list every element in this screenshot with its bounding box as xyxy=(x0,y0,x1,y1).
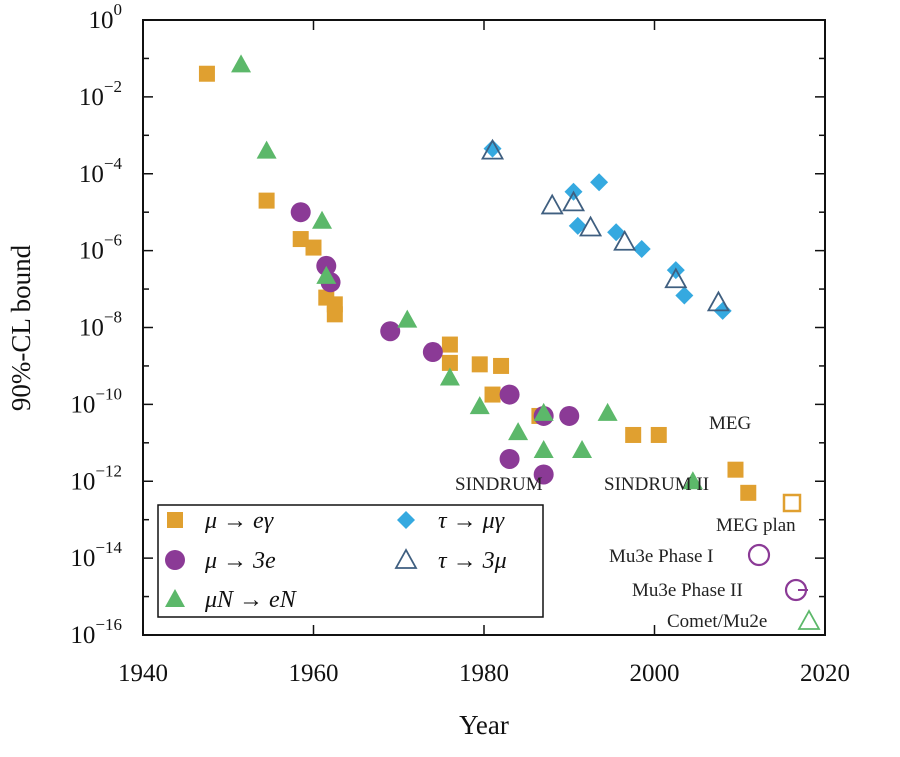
legend-label: τ → μγ xyxy=(438,508,505,534)
axis-ticks xyxy=(142,19,826,636)
data-point xyxy=(533,464,554,485)
y-axis-title: 90%-CL bound xyxy=(6,244,36,411)
x-tick-labels: 1940 1960 1980 2000 2020 xyxy=(118,660,850,687)
data-point xyxy=(305,239,322,256)
data-markers xyxy=(198,54,821,630)
data-point xyxy=(292,231,309,248)
legend: μ → eγ μ → 3e μN → eN τ → μγ τ → 3μ xyxy=(157,504,544,618)
legend-marker xyxy=(167,512,183,528)
legend-label: μN → eN xyxy=(204,587,298,613)
x-tick-label: 1980 xyxy=(459,660,509,687)
data-point xyxy=(397,309,418,328)
legend-marker xyxy=(394,548,418,569)
data-point xyxy=(499,448,520,469)
data-point xyxy=(664,267,688,289)
data-point xyxy=(650,426,667,443)
legend-marker xyxy=(165,589,185,607)
data-point xyxy=(493,357,510,374)
x-tick-label: 1960 xyxy=(289,660,339,687)
data-point xyxy=(471,356,488,373)
projection-marker xyxy=(747,543,771,567)
data-point xyxy=(441,354,458,371)
y-tick-label: 10−16 xyxy=(70,615,122,649)
y-tick-label: 10−8 xyxy=(79,308,122,342)
data-point xyxy=(625,426,642,443)
data-point xyxy=(312,210,333,229)
y-tick-label: 10−10 xyxy=(70,384,122,418)
data-point xyxy=(480,138,505,160)
legend-label: μ → eγ xyxy=(204,508,274,534)
label-mu3e-phase-1: Mu3e Phase I xyxy=(609,546,713,567)
x-tick-label: 1940 xyxy=(118,660,168,687)
legend-box xyxy=(157,504,544,618)
data-point xyxy=(579,215,603,237)
data-point xyxy=(533,440,554,459)
x-tick-label: 2000 xyxy=(630,660,680,687)
data-point xyxy=(613,229,637,251)
projection-marker xyxy=(782,493,802,513)
legend-label: μ → 3e xyxy=(204,548,276,574)
data-point xyxy=(258,192,275,209)
data-point xyxy=(326,306,343,323)
projection-marker xyxy=(797,609,821,630)
data-point xyxy=(483,139,502,158)
data-point xyxy=(422,342,443,363)
y-tick-label: 10−6 xyxy=(79,231,122,265)
data-point xyxy=(607,223,626,242)
data-point xyxy=(441,336,458,353)
data-point xyxy=(597,402,618,421)
data-point xyxy=(198,65,215,82)
annotation-meg: MEG xyxy=(709,413,752,434)
data-point xyxy=(559,405,580,426)
data-point xyxy=(540,193,564,215)
data-point xyxy=(568,216,587,235)
data-point xyxy=(682,471,703,490)
data-point xyxy=(439,367,460,386)
x-axis-title: Year xyxy=(459,710,509,740)
y-tick-labels: 100 10−2 10−4 10−6 10−8 10−10 10−12 10−14 10−16 xyxy=(70,0,122,649)
data-point xyxy=(561,190,586,212)
data-point xyxy=(231,54,252,73)
data-point xyxy=(256,140,277,159)
data-point xyxy=(572,440,593,459)
y-tick-label: 10−12 xyxy=(70,461,122,495)
data-point xyxy=(469,396,490,415)
label-comet-mu2e: Comet/Mu2e xyxy=(667,611,767,632)
data-point xyxy=(533,402,554,421)
x-tick-label: 2020 xyxy=(800,660,850,687)
y-tick-label: 100 xyxy=(89,0,123,34)
data-point xyxy=(484,386,501,403)
data-point xyxy=(740,484,757,501)
data-point xyxy=(675,286,694,305)
label-meg-plan: MEG plan xyxy=(716,515,796,536)
data-point xyxy=(316,265,337,284)
data-point xyxy=(590,173,609,192)
data-point xyxy=(632,240,651,259)
data-point xyxy=(508,422,529,441)
data-point xyxy=(499,384,520,405)
y-tick-label: 10−4 xyxy=(79,154,123,188)
legend-label: τ → 3μ xyxy=(438,548,507,574)
data-point xyxy=(290,202,311,223)
legend-marker xyxy=(397,511,415,529)
data-point xyxy=(380,321,401,342)
annotation-sindrum-ii: SINDRUM II xyxy=(604,474,709,495)
label-mu3e-phase-2: Mu3e Phase II xyxy=(632,580,743,601)
y-tick-label: 10−2 xyxy=(79,77,122,111)
legend-marker xyxy=(165,550,185,570)
data-point xyxy=(727,461,744,478)
annotation-sindrum: SINDRUM xyxy=(455,474,543,495)
y-tick-label: 10−14 xyxy=(70,538,122,572)
data-point xyxy=(706,290,730,312)
